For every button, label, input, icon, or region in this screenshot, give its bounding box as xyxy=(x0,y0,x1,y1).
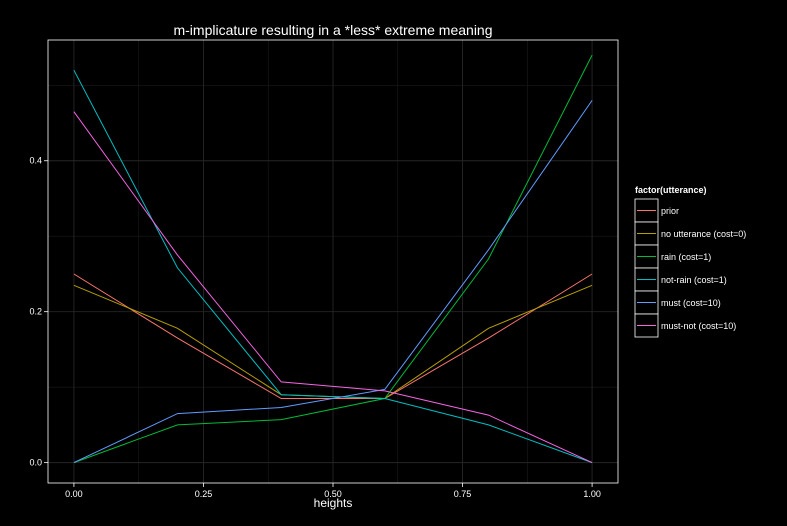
legend-label: rain (cost=1) xyxy=(661,252,711,262)
y-tick-label: 0.2 xyxy=(29,307,42,317)
y-tick-label: 0.4 xyxy=(29,156,42,166)
x-axis-label: heights xyxy=(314,496,353,510)
series-line xyxy=(73,69,593,464)
x-tick-label: 1.00 xyxy=(583,489,601,499)
legend: factor(utterance) prior no utterance (cos… xyxy=(634,185,746,338)
series-line xyxy=(73,111,593,464)
legend-title: factor(utterance) xyxy=(635,185,707,195)
x-axis-ticks: 0.00 0.25 0.50 0.75 1.00 xyxy=(65,483,601,499)
x-tick-label: 0.25 xyxy=(195,489,213,499)
legend-label: must-not (cost=10) xyxy=(661,321,736,331)
y-axis-ticks: 0.0 0.2 0.4 xyxy=(29,156,48,468)
legend-label: prior xyxy=(661,206,679,216)
y-tick-label: 0.0 xyxy=(29,458,42,468)
legend-label: not-rain (cost=1) xyxy=(661,275,727,285)
chart-title: m-implicature resulting in a *less* extr… xyxy=(173,22,492,38)
series-lines xyxy=(73,54,593,464)
legend-label: no utterance (cost=0) xyxy=(661,229,746,239)
series-line xyxy=(73,100,593,464)
x-tick-label: 0.75 xyxy=(454,489,472,499)
x-tick-label: 0.50 xyxy=(324,489,342,499)
legend-label: must (cost=10) xyxy=(661,298,721,308)
x-tick-label: 0.00 xyxy=(65,489,83,499)
grid xyxy=(48,40,618,483)
